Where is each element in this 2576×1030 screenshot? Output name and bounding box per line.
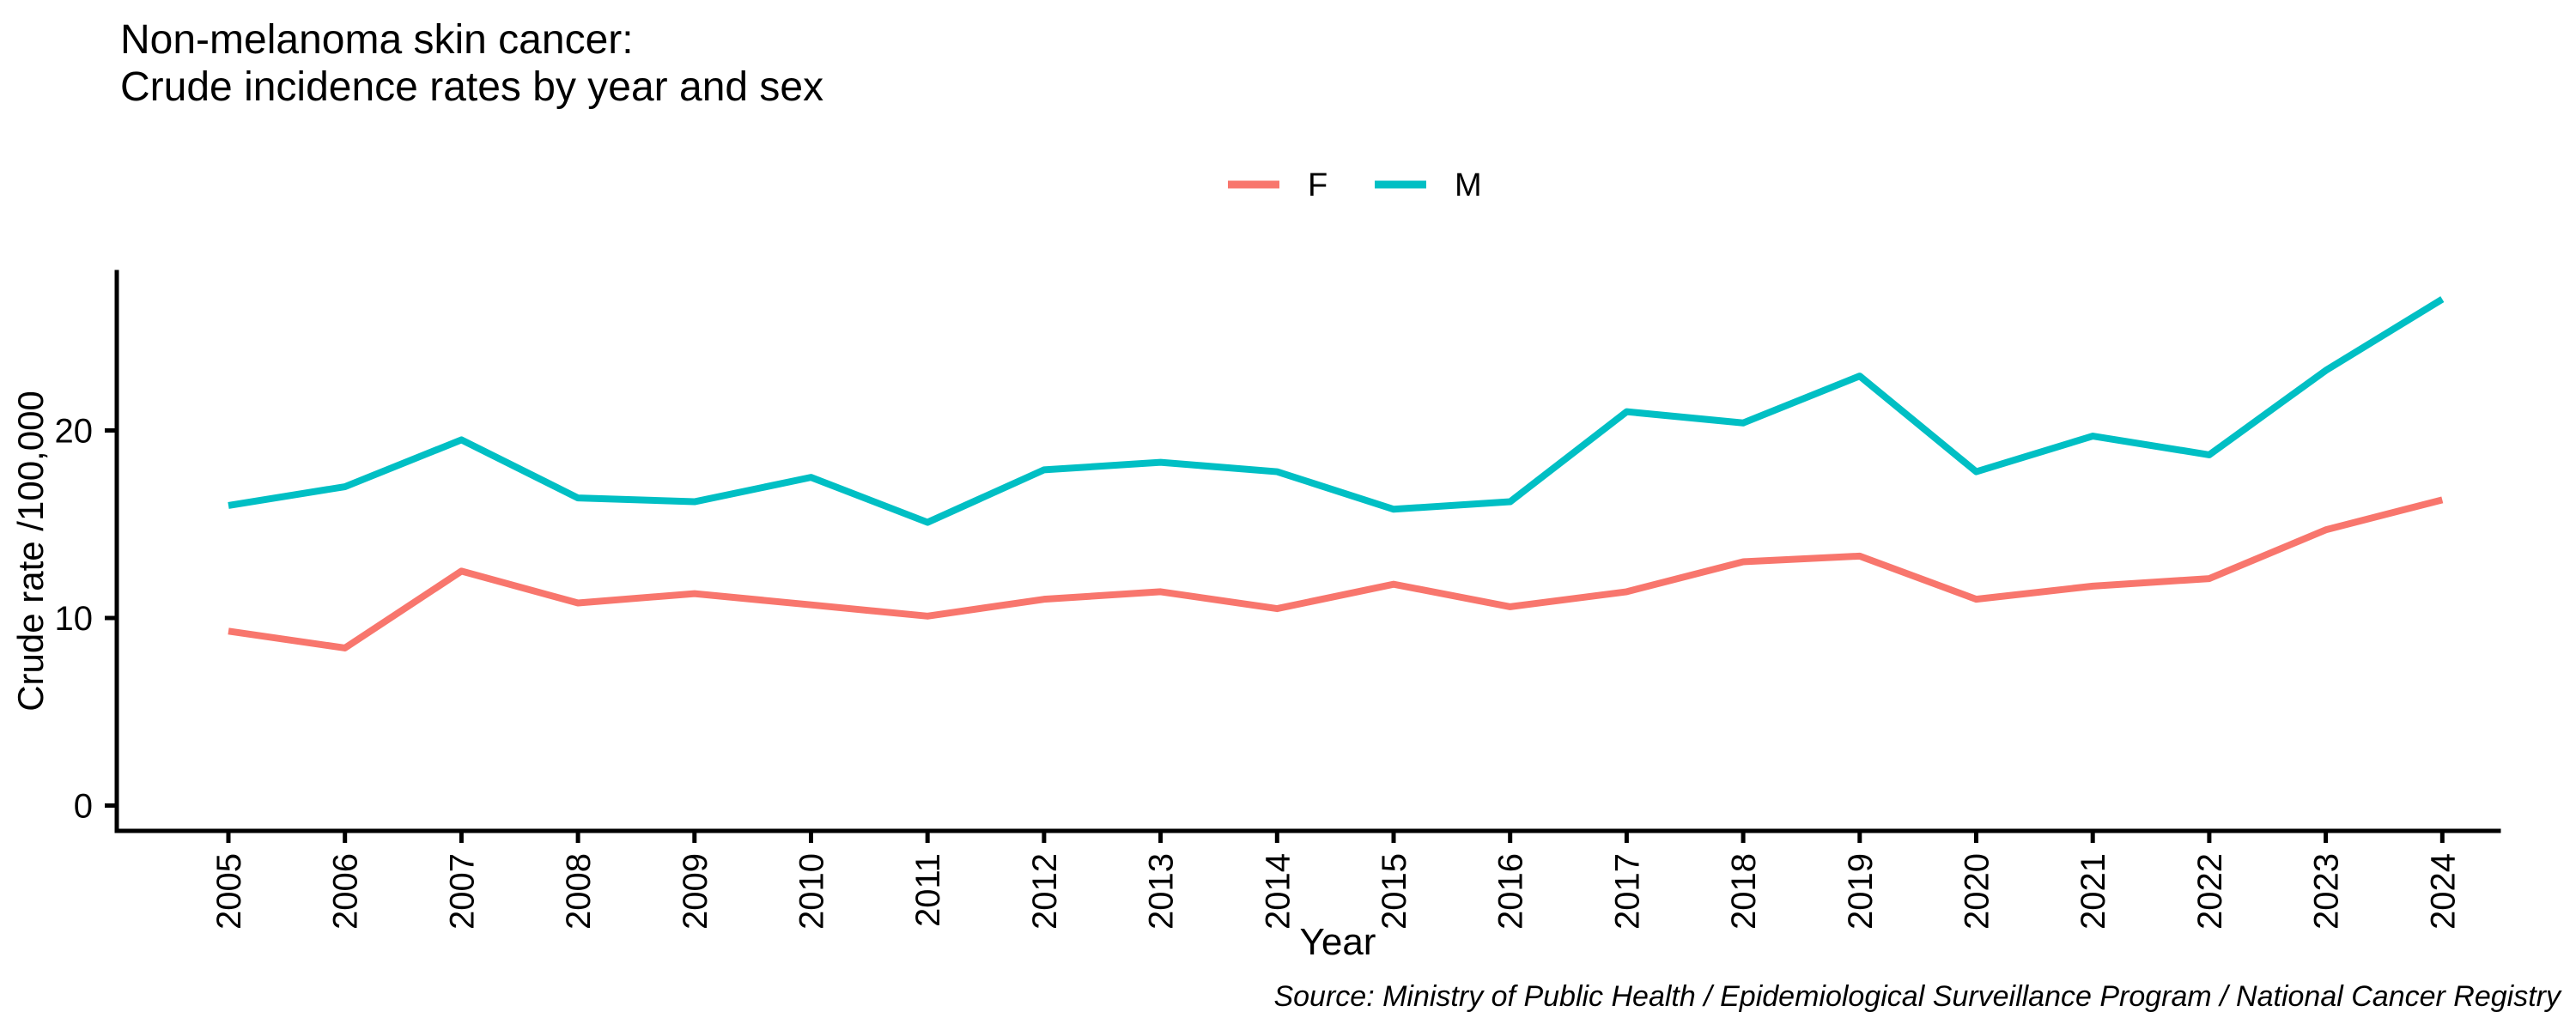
x-axis-title: Year xyxy=(1300,921,1376,963)
x-tick-label: 2015 xyxy=(1376,853,1413,930)
x-tick-label: 2014 xyxy=(1259,853,1297,930)
x-tick-label: 2012 xyxy=(1026,853,1064,930)
x-tick-label: 2009 xyxy=(677,853,714,930)
x-tick-label: 2008 xyxy=(560,853,598,930)
y-tick-label: 20 xyxy=(55,413,94,451)
legend-label-M: M xyxy=(1455,167,1482,203)
axes: 0 10 20 2005 2006 2007 2008 2009 2010 2011 2012 201… xyxy=(55,270,2501,930)
x-tick-label: 2016 xyxy=(1492,853,1530,930)
source-note: Source: Ministry of Public Health / Epid… xyxy=(1273,980,2562,1013)
x-tick-label: 2017 xyxy=(1608,853,1646,930)
chart-title: Non-melanoma skin cancer: Crude incidenc… xyxy=(120,17,823,110)
x-tick-label: 2005 xyxy=(210,853,248,930)
x-tick-label: 2020 xyxy=(1959,853,1996,930)
series-line-M xyxy=(228,296,2445,526)
legend-label-F: F xyxy=(1308,167,1327,203)
x-tick-label: 2006 xyxy=(327,853,365,930)
x-tick-label: 2010 xyxy=(793,853,831,930)
series-line-F xyxy=(228,496,2444,651)
chart-title-line-2: Crude incidence rates by year and sex xyxy=(120,64,823,110)
y-axis-title: Crude rate /100,000 xyxy=(10,391,51,712)
x-tick-label: 2024 xyxy=(2424,853,2462,930)
x-tick-label: 2022 xyxy=(2191,853,2229,930)
x-tick-label: 2023 xyxy=(2308,853,2346,930)
x-tick-label: 2019 xyxy=(1842,853,1880,930)
x-tick-label: 2021 xyxy=(2075,853,2112,930)
x-tick-label: 2018 xyxy=(1725,853,1763,930)
data-series xyxy=(228,296,2445,651)
y-tick-label: 0 xyxy=(74,788,93,826)
x-tick-label: 2013 xyxy=(1143,853,1181,930)
x-tick-label: 2007 xyxy=(443,853,481,930)
chart-title-line-1: Non-melanoma skin cancer: xyxy=(120,17,634,63)
y-tick-label: 10 xyxy=(55,600,94,638)
x-tick-label: 2011 xyxy=(909,853,947,927)
